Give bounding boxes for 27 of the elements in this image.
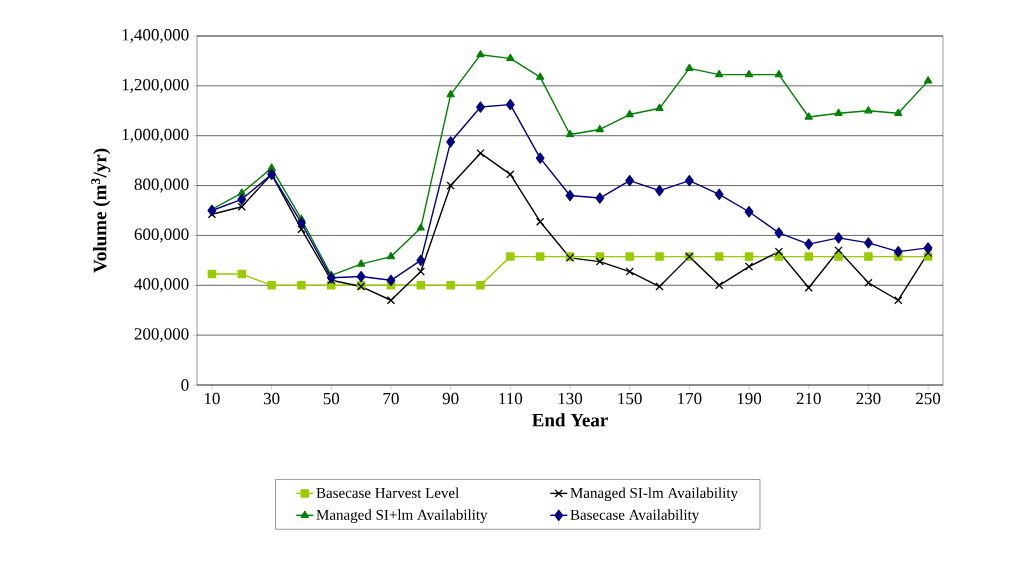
y-tick-label: 600,000 <box>134 228 189 243</box>
x-tick-label: 50 <box>323 392 340 405</box>
y-tick-label: 200,000 <box>134 328 189 343</box>
legend-label: Managed SI-lm Availability <box>570 487 738 502</box>
legend-label: Managed SI+lm Availability <box>316 509 488 523</box>
y-tick-label: 1,200,000 <box>122 78 189 93</box>
x-tick-label: 170 <box>678 392 702 405</box>
y-tick-label: 400,000 <box>134 278 189 293</box>
legend-label: Basecase Availability <box>570 509 700 523</box>
x-axis-title: End Year <box>532 413 608 427</box>
y-tick-label: 0 <box>181 379 189 391</box>
legend-label: Basecase Harvest Level <box>316 487 459 498</box>
x-tick-label: 190 <box>737 392 762 405</box>
x-tick-label: 210 <box>796 392 821 405</box>
x-tick-label: 10 <box>204 392 220 405</box>
x-tick-label: 250 <box>916 392 941 405</box>
x-tick-label: 110 <box>499 392 523 405</box>
y-tick-label: 1,000,000 <box>122 128 189 143</box>
x-tick-label: 150 <box>618 392 642 405</box>
y-tick-label: 800,000 <box>134 178 189 193</box>
x-tick-label: 230 <box>856 392 881 405</box>
x-tick-label: 30 <box>263 392 280 405</box>
x-tick-label: 70 <box>383 392 399 405</box>
x-tick-label: 90 <box>442 392 459 405</box>
y-axis-title: Volume (m$^{3}$/yr) <box>91 148 111 273</box>
y-tick-label: 1,400,000 <box>122 29 189 43</box>
x-tick-label: 130 <box>558 392 583 405</box>
